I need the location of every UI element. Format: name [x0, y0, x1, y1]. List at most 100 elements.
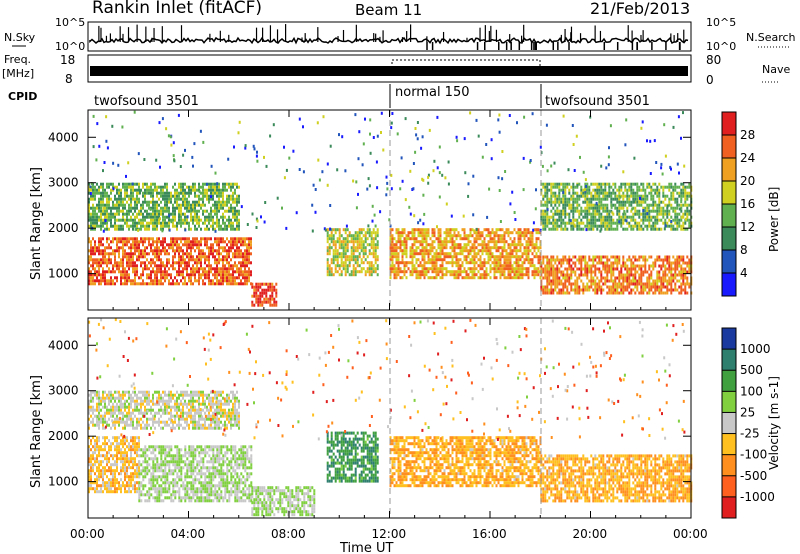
- heatmap-cell: [437, 246, 440, 250]
- heatmap-cell: [136, 255, 138, 259]
- heatmap-cell: [415, 252, 418, 256]
- heatmap-cell: [576, 224, 579, 228]
- heatmap-cell: [178, 252, 180, 256]
- heatmap-cell: [166, 221, 168, 225]
- heatmap-cell: [650, 227, 653, 231]
- heatmap-cell: [182, 188, 184, 192]
- heatmap-cell: [138, 218, 140, 222]
- heatmap-cell: [590, 258, 593, 262]
- heatmap-cell: [257, 294, 260, 298]
- heatmap-speck: [205, 182, 208, 186]
- heatmap-cell: [598, 285, 601, 289]
- heatmap-cell: [94, 267, 96, 271]
- heatmap-cell: [328, 252, 331, 256]
- heatmap-cell: [624, 227, 627, 231]
- heatmap-cell: [449, 237, 452, 241]
- heatmap-cell: [513, 240, 516, 244]
- heatmap-cell: [584, 206, 587, 210]
- heatmap-cell: [668, 279, 671, 283]
- heatmap-cell: [174, 261, 176, 265]
- heatmap-cell: [586, 288, 589, 292]
- heatmap-cell: [150, 200, 152, 204]
- heatmap-cell: [684, 227, 687, 231]
- heatmap-cell: [222, 200, 224, 204]
- heatmap-cell: [660, 209, 663, 213]
- heatmap-cell: [457, 234, 460, 238]
- heatmap-cell: [509, 273, 512, 277]
- heatmap-cell: [164, 240, 166, 244]
- heatmap-cell: [620, 276, 623, 280]
- heatmap-cell: [427, 234, 430, 238]
- heatmap-cell: [568, 255, 571, 259]
- heatmap-cell: [638, 185, 641, 189]
- heatmap-cell: [594, 212, 597, 216]
- heatmap-cell: [600, 270, 603, 274]
- heatmap-cell: [194, 243, 196, 247]
- heatmap-cell: [336, 237, 339, 241]
- heatmap-cell: [238, 261, 240, 265]
- heatmap-cell: [192, 258, 194, 262]
- heatmap-cell: [686, 218, 689, 222]
- heatmap-cell: [537, 267, 540, 271]
- heatmap-cell: [511, 270, 514, 274]
- heatmap-cell: [160, 270, 162, 274]
- heatmap-cell: [638, 227, 641, 231]
- heatmap-cell: [469, 240, 472, 244]
- heatmap-cell: [578, 227, 581, 231]
- heatmap-cell: [176, 224, 178, 228]
- heatmap-cell: [130, 203, 132, 207]
- heatmap-cell: [120, 209, 122, 213]
- heatmap-cell: [234, 227, 236, 231]
- heatmap-cell: [570, 203, 573, 207]
- heatmap-cell: [198, 267, 200, 271]
- heatmap-cell: [646, 197, 649, 201]
- heatmap-cell: [216, 276, 218, 280]
- heatmap-cell: [656, 258, 659, 262]
- heatmap-cell: [232, 273, 234, 277]
- heatmap-cell: [411, 228, 414, 232]
- heatmap-cell: [188, 261, 190, 265]
- heatmap-cell: [393, 264, 396, 268]
- heatmap-cell: [546, 200, 549, 204]
- heatmap-speck: [177, 113, 180, 117]
- heatmap-cell: [360, 267, 363, 271]
- heatmap-cell: [148, 224, 150, 228]
- heatmap-cell: [186, 197, 188, 201]
- heatmap-cell: [232, 197, 234, 201]
- heatmap-cell: [497, 249, 500, 253]
- heatmap-cell: [132, 197, 134, 201]
- heatmap-speck: [411, 188, 414, 191]
- heatmap-cell: [104, 194, 106, 198]
- heatmap-cell: [144, 240, 146, 244]
- heatmap-cell: [670, 264, 673, 268]
- heatmap-cell: [244, 276, 246, 280]
- heatmap-cell: [578, 194, 581, 198]
- heatmap-speck: [646, 139, 648, 143]
- heatmap-cell: [236, 246, 238, 250]
- heatmap-cell: [674, 267, 677, 271]
- heatmap-cell: [533, 228, 536, 232]
- heatmap-cell: [275, 291, 278, 295]
- heatmap-cell: [674, 197, 677, 201]
- heatmap-cell: [360, 243, 363, 247]
- heatmap-cell: [102, 212, 104, 216]
- heatmap-cell: [636, 270, 639, 274]
- heatmap-cell: [676, 255, 679, 259]
- heatmap-cell: [216, 218, 218, 222]
- heatmap-cell: [218, 246, 220, 250]
- heatmap-cell: [116, 249, 118, 253]
- heatmap-cell: [192, 243, 194, 247]
- heatmap-cell: [158, 267, 160, 271]
- heatmap-cell: [592, 258, 595, 262]
- heatmap-cell: [427, 249, 430, 253]
- heatmap-cell: [529, 231, 532, 235]
- heatmap-cell: [435, 252, 438, 256]
- heatmap-cell: [642, 188, 645, 192]
- heatmap-cell: [346, 255, 349, 259]
- heatmap-cell: [626, 227, 629, 231]
- heatmap-cell: [146, 227, 148, 231]
- heatmap-cell: [220, 282, 222, 286]
- heatmap-cell: [568, 221, 571, 225]
- heatmap-cell: [554, 273, 557, 277]
- heatmap-cell: [423, 270, 426, 274]
